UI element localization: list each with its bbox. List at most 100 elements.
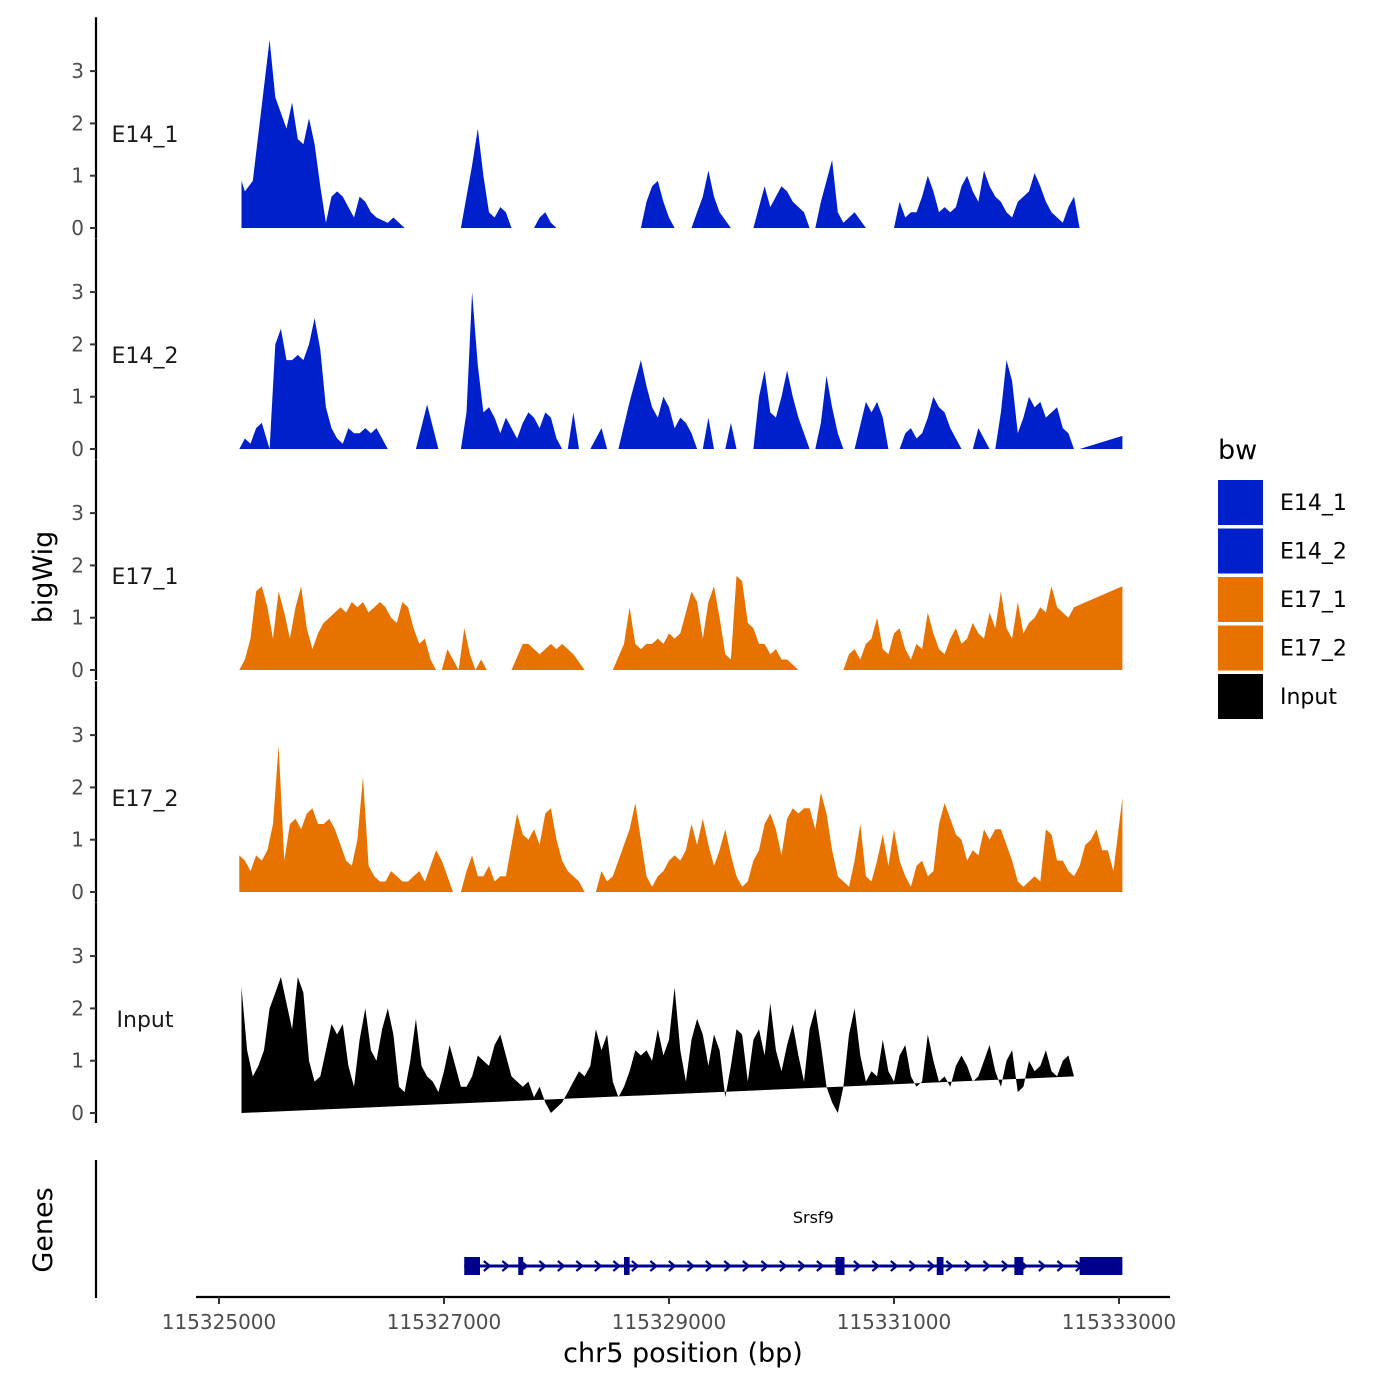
strand-arrow xyxy=(649,1260,659,1272)
gene-exon xyxy=(1079,1257,1123,1275)
x-tick-label: 115329000 xyxy=(612,1310,727,1334)
signal-area xyxy=(241,39,422,229)
legend-item-Input: Input xyxy=(1218,674,1337,719)
strand-arrow xyxy=(982,1260,992,1272)
gene-exon xyxy=(624,1257,630,1275)
y-tick-label: 0 xyxy=(71,216,84,240)
legend-swatch xyxy=(1218,674,1263,719)
signal-area xyxy=(460,292,563,449)
strand-arrow xyxy=(1001,1260,1010,1272)
strand-arrow xyxy=(668,1260,677,1272)
legend-label: E17_2 xyxy=(1280,637,1347,662)
gene-exon xyxy=(936,1257,944,1275)
y-tick-label: 0 xyxy=(71,658,84,682)
y-tick-label: 2 xyxy=(71,111,84,135)
y-tick-label: 1 xyxy=(71,164,84,188)
signal-area xyxy=(753,186,810,228)
signal-area xyxy=(854,401,889,449)
y-tick-label: 1 xyxy=(71,828,84,852)
signal-area xyxy=(239,586,504,670)
gene-exon xyxy=(518,1257,524,1275)
legend-swatch xyxy=(1218,577,1263,622)
track-label: E14_2 xyxy=(112,344,179,369)
strand-arrow xyxy=(501,1260,511,1272)
strand-arrow xyxy=(557,1260,566,1272)
signal-area xyxy=(815,160,866,228)
x-tick-label: 115325000 xyxy=(162,1310,277,1334)
y-tick-label: 2 xyxy=(71,553,84,577)
signal-area xyxy=(239,318,405,449)
strand-arrow xyxy=(1056,1260,1066,1272)
signal-area xyxy=(618,360,698,449)
y-tick-label: 0 xyxy=(71,437,84,461)
strand-arrow xyxy=(686,1260,696,1272)
x-tick-label: 115327000 xyxy=(387,1310,502,1334)
y-tick-label: 3 xyxy=(71,501,84,525)
strand-arrow xyxy=(760,1260,770,1272)
signal-area xyxy=(753,370,844,449)
legend-label: E14_1 xyxy=(1280,491,1347,516)
gene-exon xyxy=(1014,1257,1024,1275)
signal-area xyxy=(972,428,990,449)
y-tick-label: 2 xyxy=(71,775,84,799)
legend-title: bw xyxy=(1218,435,1257,466)
y-tick-label: 2 xyxy=(71,332,84,356)
legend-label: E14_2 xyxy=(1280,540,1347,565)
y-tick-label: 3 xyxy=(71,59,84,83)
signal-area xyxy=(843,586,1123,670)
track-E14_2: 0 1 2 3 E14_2 xyxy=(71,238,1123,461)
gene-exon xyxy=(464,1257,480,1275)
strand-arrow xyxy=(964,1260,973,1272)
signal-area xyxy=(691,170,731,228)
strand-arrow xyxy=(742,1260,751,1272)
strand-arrow xyxy=(945,1260,955,1272)
strand-arrow xyxy=(816,1260,825,1272)
track-label: E17_1 xyxy=(112,565,179,590)
signal-area xyxy=(894,170,1080,228)
strand-arrow xyxy=(797,1260,807,1272)
legend-label: E17_1 xyxy=(1280,588,1347,613)
y-tick-label: 0 xyxy=(71,1101,84,1125)
track-E17_2: 0 1 2 3 E17_2 xyxy=(71,681,1123,904)
signal-area xyxy=(241,977,1074,1113)
strand-arrow xyxy=(1038,1260,1047,1272)
legend-label: Input xyxy=(1280,685,1337,710)
y-tick-label: 3 xyxy=(71,280,84,304)
y-tick-label: 1 xyxy=(71,1049,84,1073)
legend-item-E17_2: E17_2 xyxy=(1218,625,1347,671)
signal-area xyxy=(511,643,585,670)
legend: bw E14_1 E14_2 E17_1 E17_2 Input xyxy=(1218,435,1347,719)
y-tick-label: 1 xyxy=(71,606,84,630)
strand-arrow xyxy=(871,1260,881,1272)
signal-area xyxy=(460,808,585,892)
strand-arrow xyxy=(612,1260,622,1272)
signal-area xyxy=(995,360,1123,449)
legend-item-E14_1: E14_1 xyxy=(1218,480,1347,525)
gene-track: Srsf9 xyxy=(94,1160,1123,1298)
y-tick-label: 3 xyxy=(71,944,84,968)
y-tick-label: 2 xyxy=(71,996,84,1020)
gene-Srsf9: Srsf9 xyxy=(464,1208,1123,1275)
y-tick-label: 0 xyxy=(71,880,84,904)
strand-arrow xyxy=(631,1260,640,1272)
strand-arrow xyxy=(483,1260,492,1272)
signal-area xyxy=(725,422,737,449)
signal-area xyxy=(567,412,579,449)
track-E14_1: 0 1 2 3 E14_1 xyxy=(71,17,1080,240)
gene-name-label: Srsf9 xyxy=(793,1208,834,1227)
x-axis-title: chr5 position (bp) xyxy=(563,1338,803,1369)
track-label: Input xyxy=(117,1008,174,1033)
strand-arrow xyxy=(723,1260,733,1272)
legend-swatch xyxy=(1218,480,1263,525)
track-E17_1: 0 1 2 3 E17_1 xyxy=(71,459,1123,682)
x-tick-label: 115331000 xyxy=(837,1310,952,1334)
legend-swatch xyxy=(1218,528,1263,574)
strand-arrow xyxy=(927,1260,936,1272)
strand-arrow xyxy=(908,1260,918,1272)
signal-area xyxy=(534,212,557,228)
track-label: E17_2 xyxy=(112,787,179,812)
genes-axis-title: Genes xyxy=(28,1187,59,1272)
strand-arrow xyxy=(890,1260,899,1272)
signal-area xyxy=(702,417,714,449)
